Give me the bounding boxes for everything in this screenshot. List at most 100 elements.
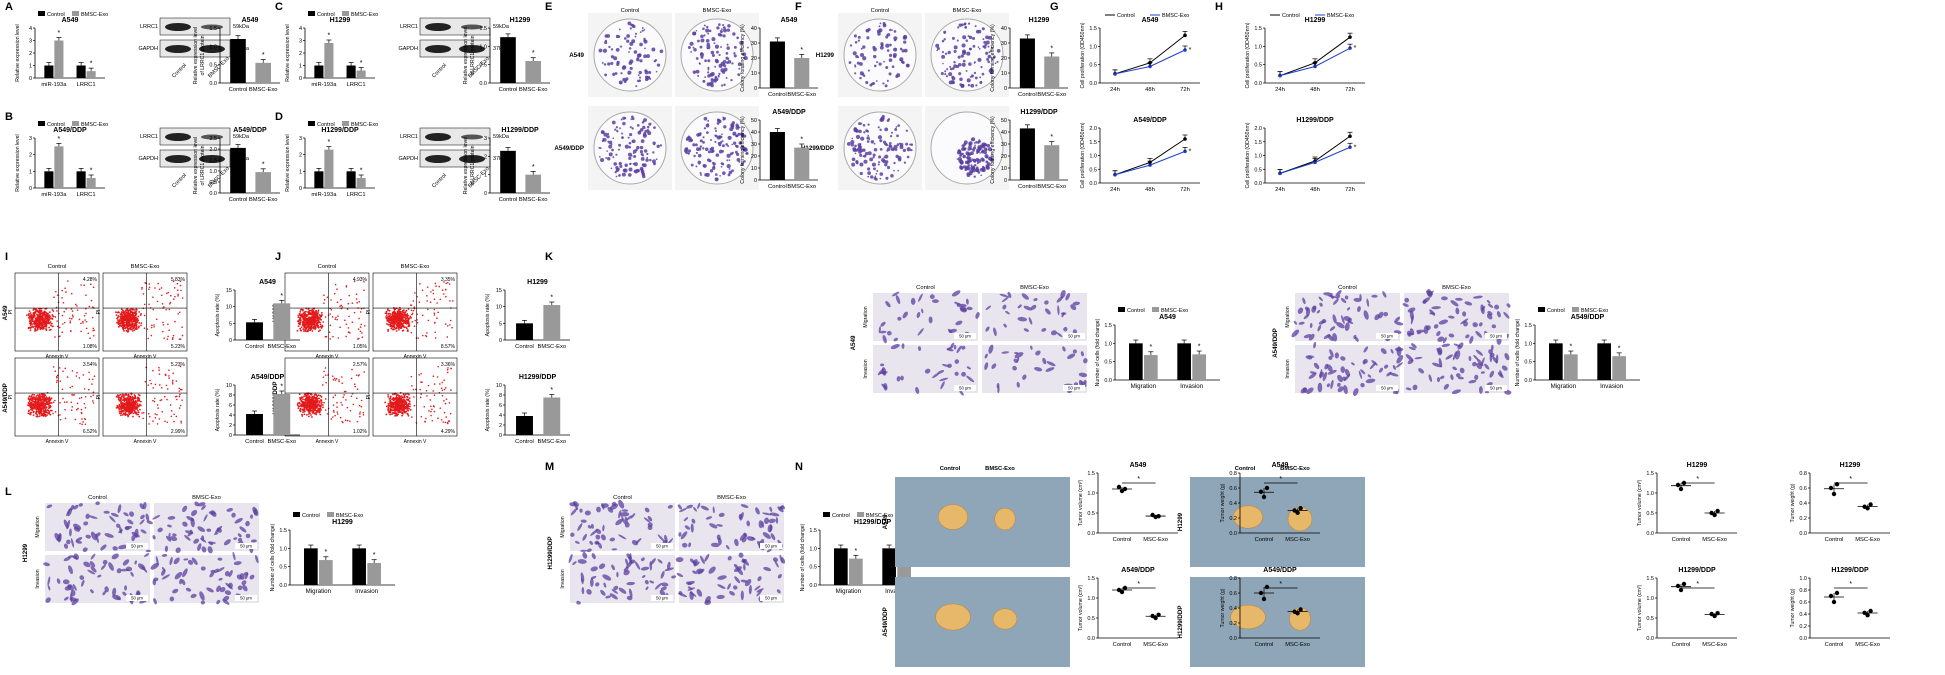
event-dot	[47, 320, 50, 323]
event-dot	[307, 415, 310, 418]
event-dot	[138, 311, 141, 313]
event-dot	[135, 323, 138, 326]
event-dot	[55, 381, 58, 384]
colony-dot	[867, 171, 871, 175]
y-axis-title: of LRRC1 protein	[200, 145, 206, 185]
colony-dot	[846, 141, 851, 146]
colony-dot	[982, 38, 985, 41]
blot-label-gapdh: GAPDH	[138, 156, 158, 162]
event-dot	[353, 383, 356, 385]
event-dot	[116, 317, 119, 320]
event-dot	[125, 402, 128, 405]
colony-dot	[885, 143, 889, 147]
bar-bmsc-exo	[86, 178, 96, 188]
colony-dot	[693, 47, 697, 52]
colony-dot	[731, 169, 734, 173]
event-dot	[40, 403, 43, 406]
event-dot	[301, 308, 304, 311]
event-dot	[302, 403, 305, 405]
colony-dot	[891, 29, 893, 31]
colony-dot	[854, 40, 858, 44]
event-dot	[178, 395, 181, 398]
y-axis-title: Colony forming efficiency (%)	[740, 24, 746, 92]
colony-dot	[985, 40, 990, 45]
column-header: BMSC-Exo	[131, 264, 160, 270]
event-dot	[56, 310, 58, 312]
colony-dot	[867, 134, 869, 137]
event-dot	[323, 370, 325, 373]
event-dot	[153, 397, 156, 400]
colony-dot	[893, 36, 898, 41]
event-dot	[34, 308, 37, 311]
event-dot	[362, 413, 365, 416]
colony-dot	[611, 120, 616, 125]
event-dot	[168, 377, 170, 379]
event-dot	[342, 421, 344, 424]
event-dot	[303, 322, 306, 325]
event-dot	[138, 322, 141, 324]
colony-dot	[720, 46, 722, 49]
x-tick-label: Control	[499, 87, 518, 93]
event-dot	[297, 407, 300, 410]
colony-dot	[616, 60, 620, 65]
event-dot	[78, 397, 81, 400]
colony-dot	[627, 70, 632, 75]
colony-dot	[869, 83, 873, 87]
colony-dot	[902, 148, 907, 153]
y-tick-label: 1	[299, 169, 302, 175]
event-dot	[49, 399, 52, 402]
event-dot	[299, 323, 301, 326]
colony-dot	[709, 169, 714, 173]
event-dot	[122, 316, 125, 318]
event-dot	[317, 309, 320, 312]
event-dot	[132, 415, 134, 418]
chart-title: H1299	[330, 17, 351, 24]
event-dot	[92, 394, 95, 396]
event-dot	[297, 325, 300, 328]
event-dot	[44, 415, 47, 418]
colony-dot	[944, 73, 947, 76]
legend-label-control: Control	[317, 12, 335, 18]
x-tick-label: 24h	[1110, 87, 1120, 93]
y-tick-label: 0.0	[1254, 181, 1262, 187]
colony-dot	[699, 172, 702, 175]
column-header: BMSC-Exo	[953, 8, 982, 14]
event-dot	[127, 414, 130, 417]
event-dot	[341, 305, 344, 308]
event-dot	[152, 399, 154, 402]
colony-dot	[628, 141, 632, 145]
colony-dot	[879, 139, 883, 143]
event-dot	[312, 326, 315, 329]
event-dot	[299, 329, 302, 332]
event-dot	[343, 390, 346, 393]
colony-dot	[863, 154, 867, 158]
colony-dot	[717, 74, 720, 77]
event-dot	[45, 323, 48, 325]
protein-band	[199, 155, 225, 163]
event-dot	[152, 369, 154, 372]
colony-dot	[949, 67, 953, 71]
y-tick-label: 0.5	[209, 63, 217, 69]
colony-dot	[982, 45, 986, 48]
event-dot	[355, 298, 358, 300]
event-dot	[59, 401, 61, 404]
event-dot	[137, 411, 140, 414]
colony-dot	[652, 159, 656, 164]
colony-dot	[619, 164, 623, 168]
colony-dot	[697, 74, 700, 77]
colony-dot	[710, 50, 715, 55]
column-header: Control	[871, 8, 890, 14]
colony-dot	[737, 132, 741, 136]
colony-dot	[618, 161, 622, 166]
event-dot	[306, 323, 309, 326]
colony-dot	[725, 77, 728, 79]
event-dot	[357, 328, 360, 331]
colony-dot	[857, 143, 861, 147]
event-dot	[90, 299, 93, 302]
event-dot	[154, 413, 156, 415]
colony-dot	[859, 76, 862, 80]
event-dot	[89, 337, 91, 340]
event-dot	[426, 286, 429, 288]
colony-dot	[605, 157, 608, 159]
